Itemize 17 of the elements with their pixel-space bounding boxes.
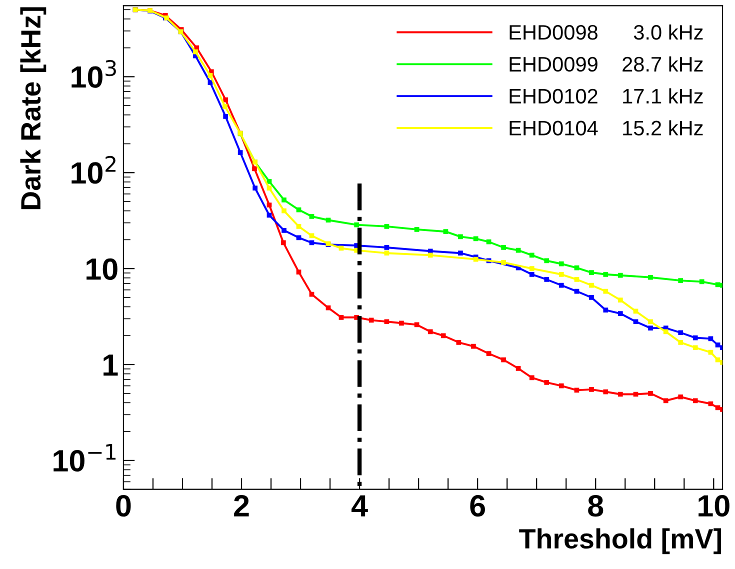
y-tick-label: 10$^{−1}$ <box>54 444 116 472</box>
x-tick-label: 2 <box>234 495 249 516</box>
y-tick-label: 10 <box>86 258 118 280</box>
legend-label: EHD0099 28.7 kHz <box>510 56 703 72</box>
x-tick-label: 10 <box>698 495 730 517</box>
x-tick-label: 0 <box>116 495 131 517</box>
y-tick-label: 1 <box>104 354 118 376</box>
y-tick-label: 10$^{3}$ <box>72 60 116 88</box>
x-tick-label: 8 <box>588 495 604 517</box>
y-axis-title: Dark Rate [kHz] <box>20 7 46 210</box>
y-tick-label: 10$^{2}$ <box>72 156 116 184</box>
x-tick-label: 6 <box>470 495 485 517</box>
x-tick-label: 4 <box>352 495 368 516</box>
legend-label: EHD0104 15.2 kHz <box>510 120 703 136</box>
x-axis-title: Threshold [mV] <box>519 528 721 554</box>
legend-label: EHD0102 17.1 kHz <box>510 88 703 104</box>
legend-label: EHD0098 3.0 kHz <box>510 24 703 40</box>
